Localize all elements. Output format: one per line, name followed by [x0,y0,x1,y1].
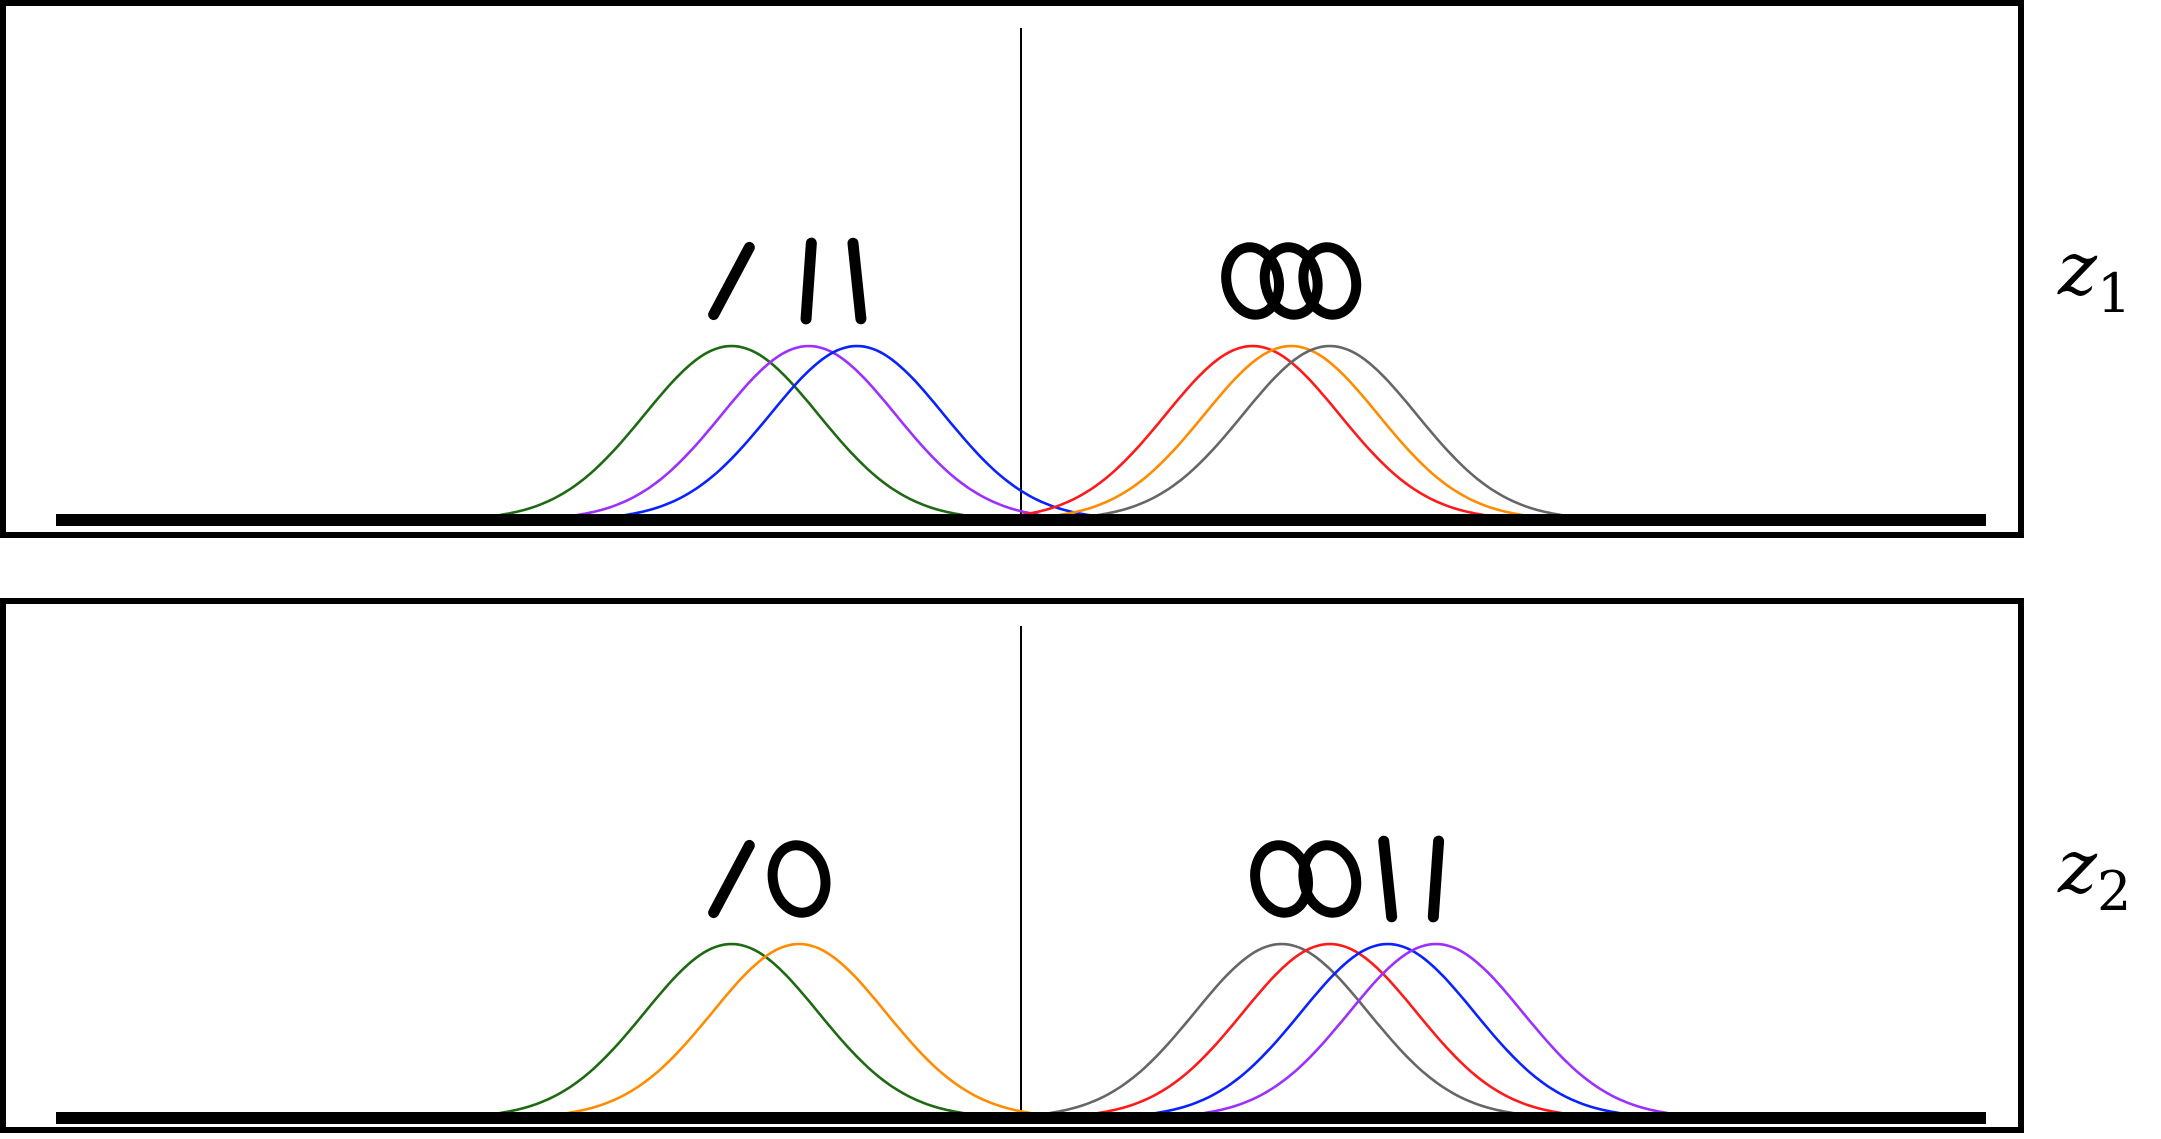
density-plot-z2 [56,626,1986,1124]
latent-label-z2: z2 [2058,824,2132,923]
density-curve [1123,942,1749,1119]
density-curve [544,344,1170,521]
latent-panel-z2 [0,598,2024,1133]
digit-zero-sample [1298,840,1362,918]
digit-one-sample [708,839,755,919]
digit-one-sample [708,241,755,321]
digit-zero-sample [1221,242,1284,320]
density-curve [418,344,1045,521]
density-curve [968,942,1595,1119]
digit-one-sample [847,237,867,325]
density-curve [486,942,1112,1119]
density-curve [496,344,1122,521]
density-curve [418,942,1045,1119]
density-curve [978,344,1604,521]
latent-label-z1: z1 [2058,226,2132,325]
digit-one-sample [1378,835,1398,923]
density-curve [939,344,1566,521]
density-curve [1017,942,1643,1119]
digit-zero-sample [1259,242,1323,320]
digit-one-sample [1427,835,1445,923]
digit-zero-sample [767,840,831,918]
density-curve [1017,344,1643,521]
density-curve [1075,942,1701,1119]
digit-zero-sample [1298,242,1362,320]
latent-panel-z1 [0,0,2024,538]
digit-one-sample [800,237,817,325]
density-plot-z1 [56,28,1986,526]
